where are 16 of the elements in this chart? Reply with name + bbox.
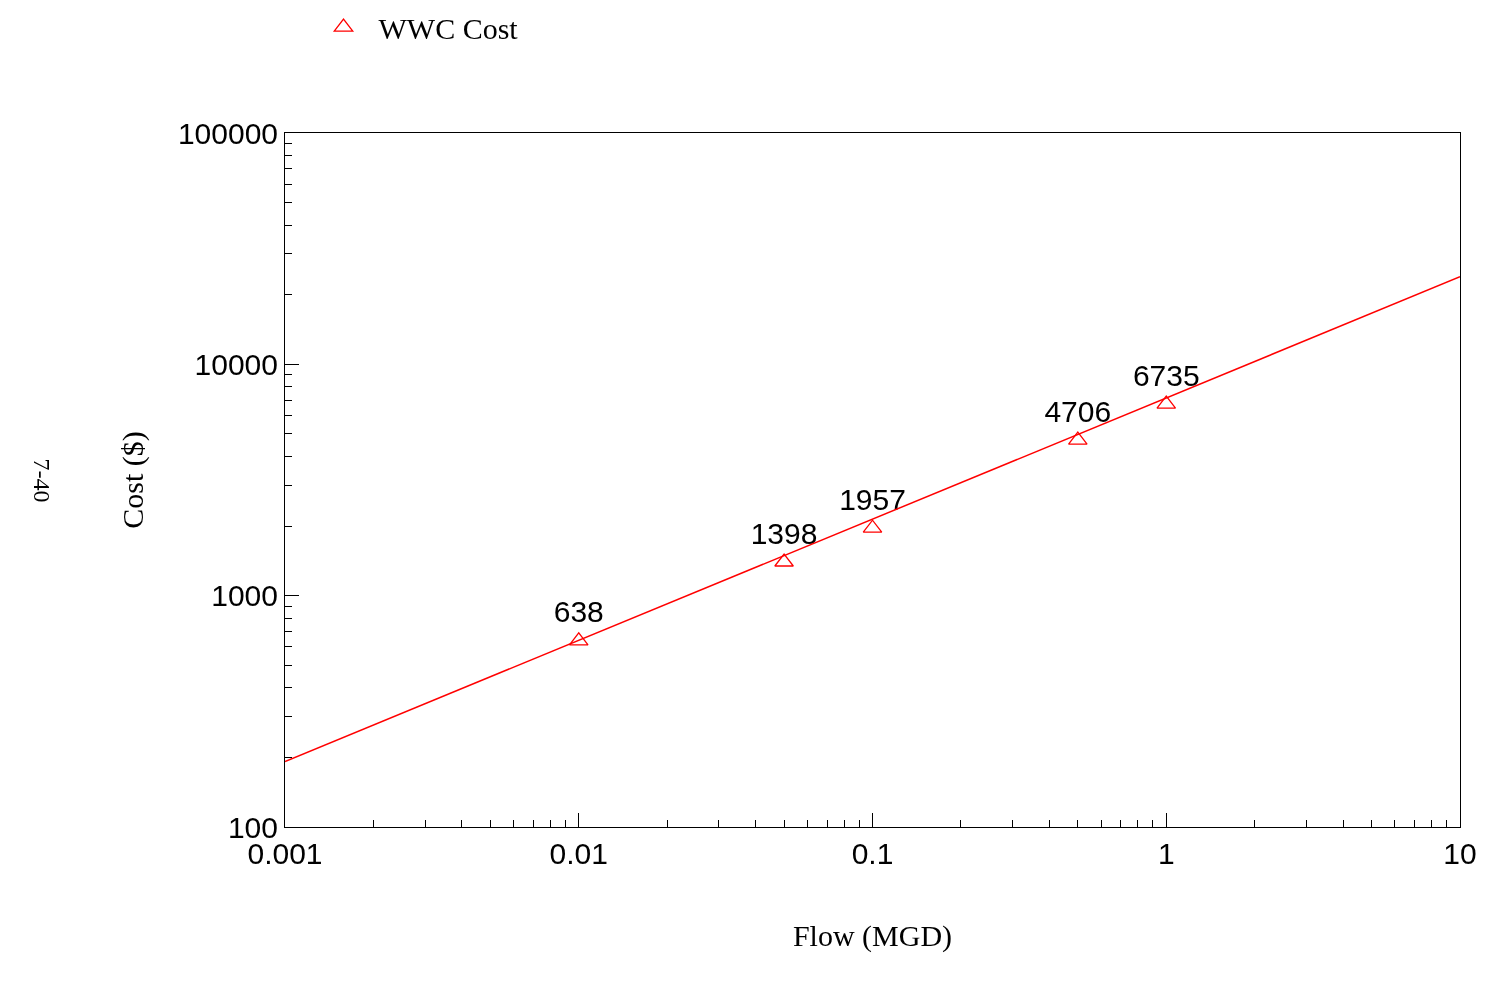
data-label: 6735 [1132,358,1200,392]
y-tick-label: 1000 [211,579,278,613]
x-tick-label: 0.1 [851,837,894,870]
text: 7-40 [28,458,55,503]
data-label: 638 [553,595,604,629]
legend-label: WWC Cost [378,11,519,45]
y-tick-label: 10000 [194,347,278,381]
x-tick-label: 0.01 [549,837,608,870]
x-tick-label: 10 [1443,837,1477,870]
data-label: 4706 [1044,394,1112,428]
data-label: 1957 [839,482,906,516]
x-axis-title: Flow (MGD) [792,918,953,953]
data-label: 1398 [750,516,818,550]
x-tick-label: 1 [1157,837,1175,870]
y-axis-title: Cost ($) [115,431,150,529]
y-tick-label: 100000 [177,116,278,150]
